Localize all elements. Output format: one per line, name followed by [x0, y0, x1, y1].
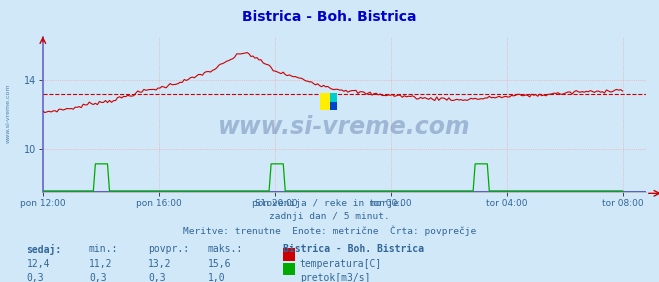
Text: Slovenija / reke in morje.: Slovenija / reke in morje.: [255, 199, 404, 208]
Text: pretok[m3/s]: pretok[m3/s]: [300, 273, 370, 282]
Text: sedaj:: sedaj:: [26, 244, 61, 255]
Text: 1,0: 1,0: [208, 273, 225, 282]
Text: min.:: min.:: [89, 244, 119, 254]
Text: 13,2: 13,2: [148, 259, 172, 269]
Text: 0,3: 0,3: [26, 273, 44, 282]
Text: www.si-vreme.com: www.si-vreme.com: [218, 114, 471, 139]
Text: Bistrica - Boh. Bistrica: Bistrica - Boh. Bistrica: [283, 244, 424, 254]
Text: maks.:: maks.:: [208, 244, 243, 254]
Text: povpr.:: povpr.:: [148, 244, 189, 254]
Text: www.si-vreme.com: www.si-vreme.com: [5, 83, 11, 142]
Text: 0,3: 0,3: [89, 273, 107, 282]
Text: temperatura[C]: temperatura[C]: [300, 259, 382, 269]
Text: zadnji dan / 5 minut.: zadnji dan / 5 minut.: [269, 212, 390, 221]
Text: 15,6: 15,6: [208, 259, 231, 269]
Text: Bistrica - Boh. Bistrica: Bistrica - Boh. Bistrica: [243, 10, 416, 24]
Text: 11,2: 11,2: [89, 259, 113, 269]
Text: 12,4: 12,4: [26, 259, 50, 269]
Text: Meritve: trenutne  Enote: metrične  Črta: povprečje: Meritve: trenutne Enote: metrične Črta: …: [183, 226, 476, 236]
Text: 0,3: 0,3: [148, 273, 166, 282]
